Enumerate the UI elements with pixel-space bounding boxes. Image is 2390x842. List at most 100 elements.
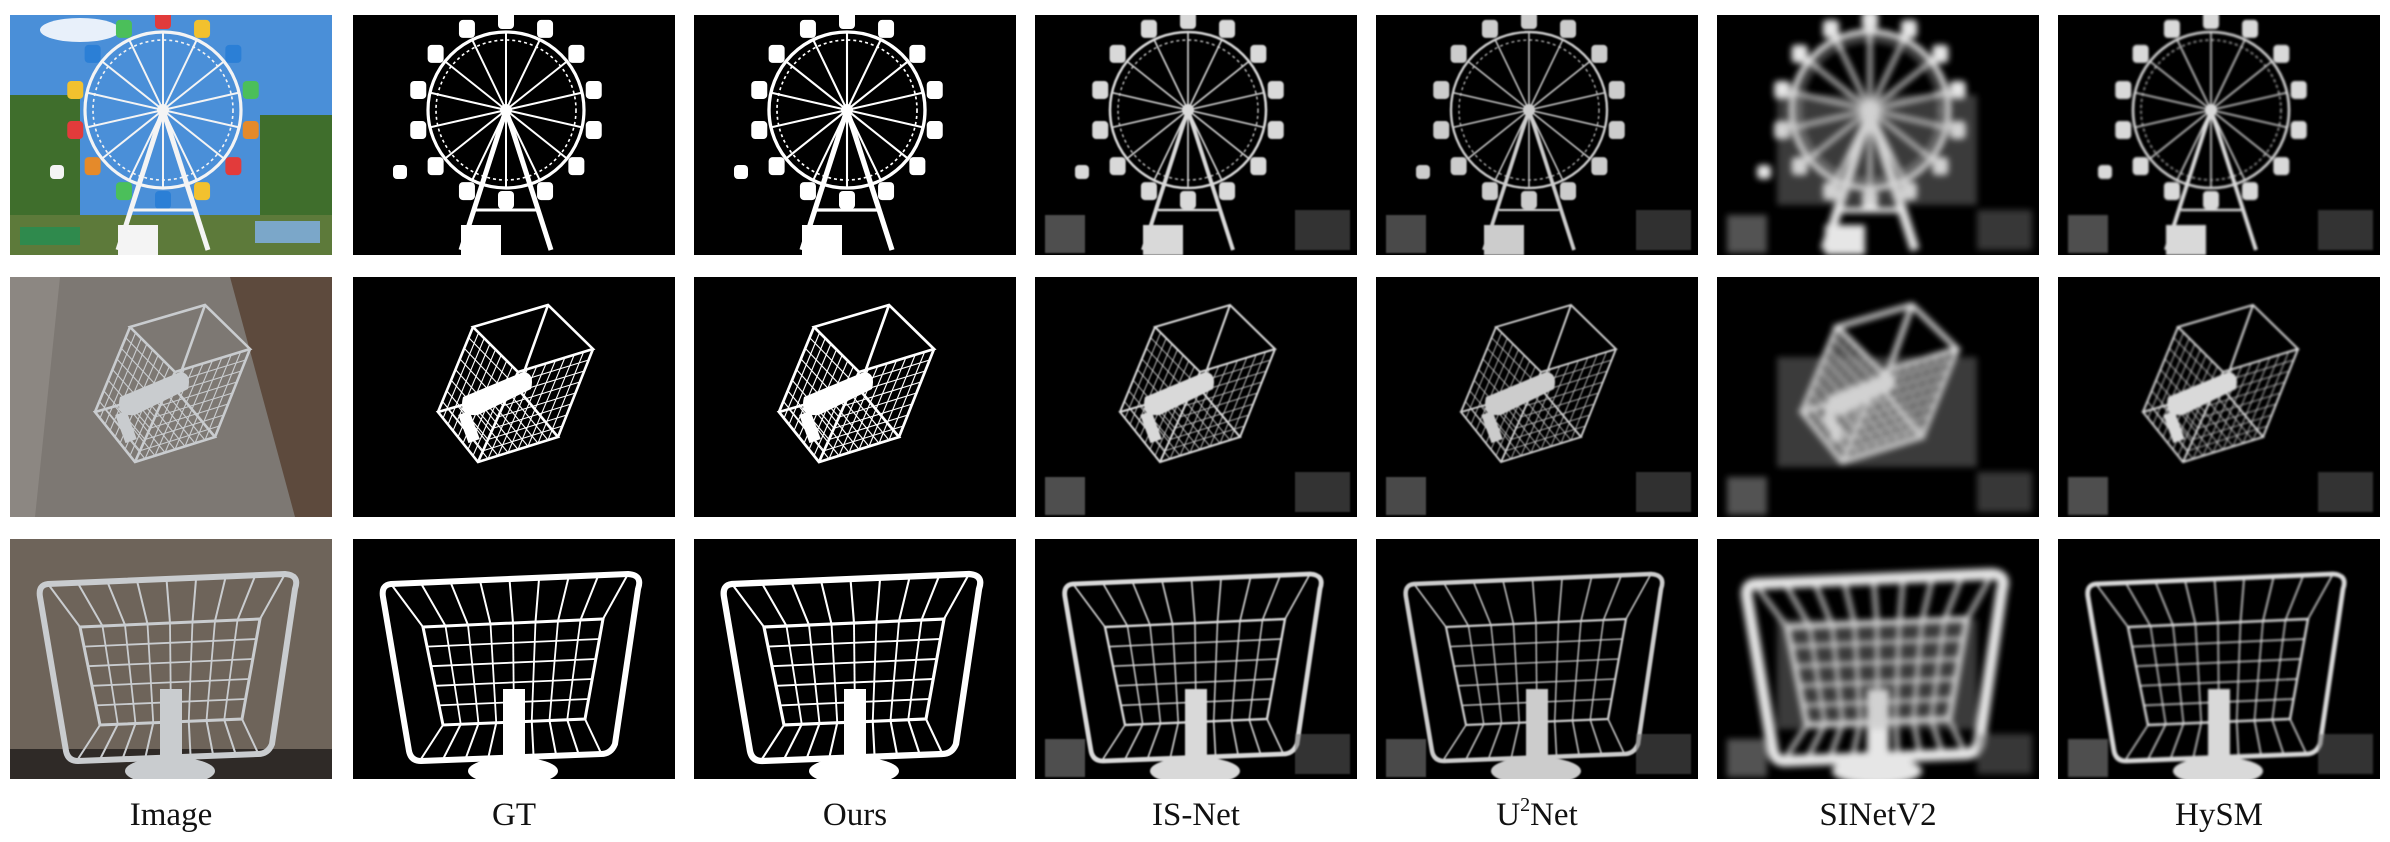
- wheel-cabin: [427, 157, 444, 176]
- wheel-cabin: [1608, 80, 1625, 99]
- wheel-spoke: [2210, 39, 2246, 111]
- camera-mount: [1481, 410, 1503, 444]
- wheel-cabin: [537, 19, 554, 38]
- wheel-spoke: [101, 60, 164, 111]
- wheel-cabin: [1862, 15, 1878, 29]
- wheel-spoke: [1153, 39, 1189, 111]
- false-positive-region: [1977, 210, 2032, 250]
- wheel-cabin: [878, 182, 895, 201]
- wheel-cabin: [799, 182, 816, 201]
- support-leg: [2209, 109, 2258, 251]
- prediction-mask: [353, 277, 675, 517]
- mask-foreground: [1045, 15, 1350, 255]
- wheel-cabin: [1109, 44, 1126, 63]
- wheel-spoke: [471, 39, 507, 111]
- column-label: Ours: [822, 797, 888, 833]
- panel-graphic: [1376, 15, 1698, 255]
- wheel-cabin: [1791, 44, 1808, 63]
- wheel-spoke: [785, 109, 848, 160]
- subject-object: [92, 303, 253, 464]
- mask-foreground: [2068, 571, 2373, 779]
- wheel-cabin: [1481, 182, 1498, 201]
- wheel-cabin: [2273, 157, 2290, 176]
- false-positive-region: [1045, 477, 1085, 515]
- mask-foreground: [1727, 15, 2032, 255]
- wheel-spoke: [429, 109, 507, 129]
- wheel-cabin: [537, 182, 554, 201]
- basket-rim: [2085, 571, 2347, 764]
- wheel-spoke: [846, 91, 924, 112]
- wheel-spoke: [1187, 39, 1223, 111]
- prediction-mask: [1376, 15, 1698, 255]
- false-positive-region: [2318, 210, 2373, 250]
- false-positive-region: [1045, 215, 1085, 253]
- false-positive-region: [1386, 739, 1426, 777]
- wheel-spoke: [1467, 109, 1530, 160]
- prediction-mask: [1717, 15, 2039, 255]
- false-positive-region: [2068, 215, 2108, 253]
- wheel-spoke: [162, 60, 225, 111]
- wheel-spoke: [505, 109, 583, 129]
- trees: [260, 115, 332, 215]
- wheel-spoke: [2210, 109, 2273, 160]
- panel-graphic: [2058, 15, 2380, 255]
- wheel-cabin: [1591, 157, 1608, 176]
- handlebar-stem: [1526, 689, 1548, 779]
- prediction-mask: [1035, 15, 1357, 255]
- wheel-spoke: [1528, 39, 1564, 111]
- wheel-cabin: [242, 80, 259, 99]
- wheel-cabin: [194, 19, 211, 38]
- wheel-cabin: [909, 157, 926, 176]
- wheel-cabin: [427, 44, 444, 63]
- handlebar-stem: [160, 689, 182, 779]
- panel-graphic: [353, 277, 675, 517]
- label-base: U: [1496, 797, 1521, 833]
- wheel-cabin: [1591, 44, 1608, 63]
- wheel-spoke: [1126, 60, 1189, 111]
- wheel-spoke: [2176, 39, 2212, 111]
- camera-body: [1485, 372, 1555, 416]
- false-positive-region: [1977, 734, 2032, 774]
- mask-foreground: [1386, 303, 1691, 515]
- column-label: Image: [129, 797, 213, 833]
- camera-body: [2167, 372, 2237, 416]
- wheel-spoke: [444, 109, 507, 160]
- basket-rim: [1062, 571, 1324, 764]
- wheel-spoke: [1494, 39, 1530, 111]
- false-positive-region: [1727, 477, 1767, 515]
- false-positive-region: [1636, 210, 1691, 250]
- wheel-spoke: [1528, 109, 1591, 160]
- prediction-mask: [1035, 277, 1357, 517]
- wheel-spoke: [1187, 60, 1250, 111]
- false-positive-region: [1636, 472, 1691, 512]
- wheel-cabin: [585, 80, 602, 99]
- mask-foreground: [776, 303, 937, 464]
- wheel-cabin: [768, 44, 785, 63]
- wheel-cabin: [909, 44, 926, 63]
- wheel-spoke: [812, 39, 848, 111]
- wheel-spoke: [1452, 109, 1530, 129]
- wheel-cabin: [1433, 80, 1450, 99]
- false-positive-region: [1295, 472, 1350, 512]
- support-leg: [1186, 109, 1235, 251]
- mask-foreground: [1727, 302, 2032, 515]
- wheel-cabin: [1901, 19, 1918, 38]
- wheel-cabin: [2290, 80, 2307, 99]
- wheel-spoke: [86, 91, 164, 111]
- wheel-cabin: [67, 80, 84, 99]
- wheel-spoke: [770, 108, 848, 129]
- wheel-cabin: [2203, 15, 2219, 29]
- panel-graphic: [2058, 539, 2380, 779]
- blurred-fill-region: [1777, 95, 1977, 205]
- label-superscript: 2: [1520, 794, 1531, 816]
- wheel-hub: [2205, 104, 2217, 116]
- wheel-spoke: [2210, 60, 2273, 111]
- wheel-spoke: [505, 91, 583, 111]
- wheel-cabin: [1109, 157, 1126, 176]
- wheel-cabin: [115, 19, 132, 38]
- wheel-spoke: [128, 39, 164, 111]
- wheel-cabin: [1481, 19, 1498, 38]
- mask-foreground: [2068, 303, 2373, 515]
- wheel-spoke: [162, 109, 240, 129]
